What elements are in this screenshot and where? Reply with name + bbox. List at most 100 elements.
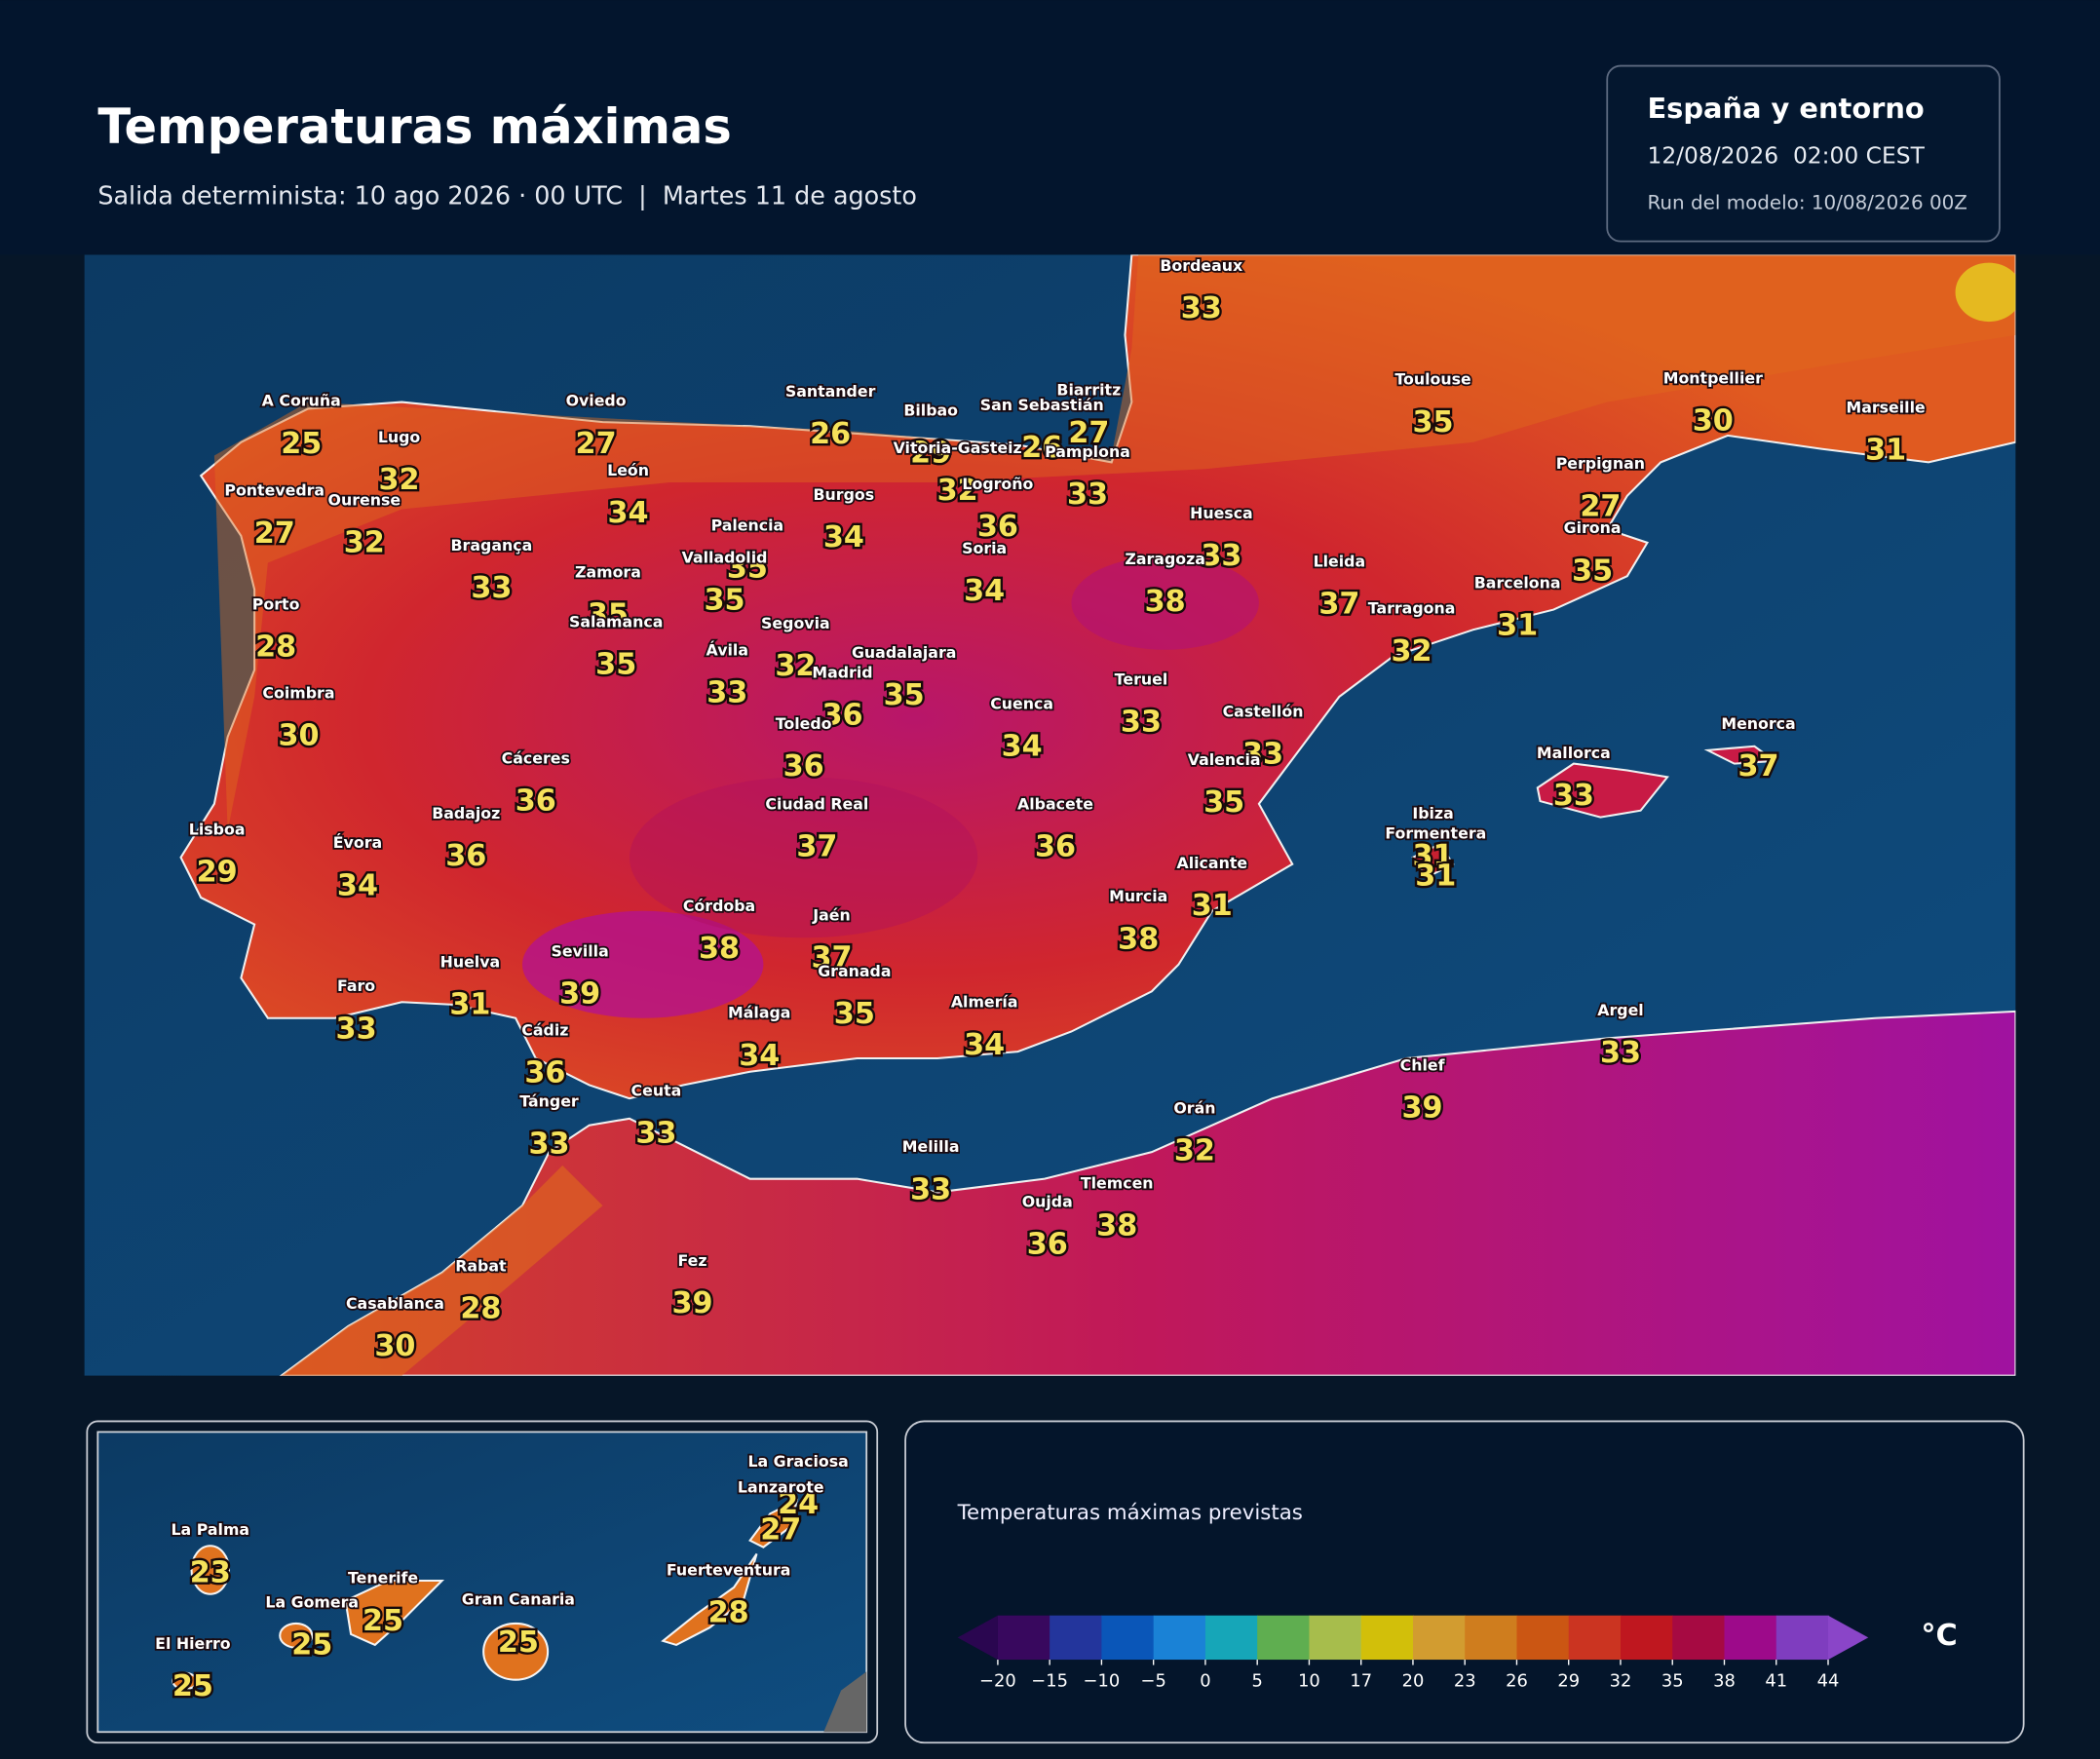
city-temp: 29 — [910, 436, 951, 470]
city-temp: 26 — [810, 417, 851, 451]
colorbar-over — [1828, 1615, 1869, 1661]
city-temp: 32 — [775, 649, 816, 683]
city-name: Salamanca — [569, 612, 664, 631]
colorbar-bin — [1775, 1615, 1829, 1661]
city-name: Valladolid — [682, 548, 768, 566]
city-name: Coimbra — [262, 683, 334, 702]
city-name: Chlef — [1400, 1055, 1446, 1074]
city-name: Lleida — [1314, 553, 1366, 571]
city-temp: 33 — [1121, 706, 1162, 740]
city-temp: 39 — [672, 1286, 713, 1320]
city-name: Huelva — [440, 953, 501, 972]
city-name: Menorca — [1721, 714, 1795, 733]
colorbar-tick-label: 0 — [1200, 1671, 1210, 1692]
city-name: Rabat — [455, 1257, 507, 1276]
city-name: Córdoba — [683, 897, 755, 915]
title: Temperaturas máximas — [97, 98, 732, 155]
city-temp: 28 — [708, 1596, 749, 1630]
city-temp: 32 — [1392, 634, 1432, 669]
city-temp: 35 — [834, 997, 875, 1031]
city-name: Fez — [678, 1251, 707, 1270]
city-name: Ourense — [328, 490, 401, 509]
city-temp: 35 — [1203, 785, 1244, 820]
island — [172, 1671, 199, 1691]
city-temp: 37 — [796, 829, 837, 863]
city-name: Murcia — [1109, 887, 1167, 905]
city-temp: 39 — [1402, 1090, 1443, 1125]
city-temp: 33 — [635, 1117, 676, 1151]
city-temp: 33 — [1600, 1036, 1641, 1070]
island — [344, 1579, 445, 1647]
city-temp: 33 — [1242, 738, 1283, 772]
city-name: Cádiz — [521, 1021, 568, 1040]
city-name: La Gomera — [265, 1592, 359, 1611]
city-name: Bragança — [451, 536, 533, 554]
city-name: Montpellier — [1663, 368, 1763, 387]
city-temp: 34 — [964, 574, 1005, 608]
colorbar-bin — [1050, 1615, 1103, 1661]
city-temp: 33 — [528, 1128, 569, 1162]
colorbar-bin — [1360, 1615, 1414, 1661]
city-temp: 32 — [1174, 1133, 1215, 1167]
city-name: Pamplona — [1045, 442, 1130, 461]
city-temp: 36 — [1027, 1228, 1068, 1262]
colorbar-tick-label: 17 — [1350, 1671, 1372, 1692]
legend-panel — [904, 1420, 2025, 1744]
colorbar-bin — [1672, 1615, 1726, 1661]
city-name: Barcelona — [1474, 574, 1561, 593]
city-name: Orán — [1173, 1098, 1215, 1117]
city-temp: 31 — [1192, 889, 1233, 923]
city-name: Palencia — [711, 516, 784, 534]
city-name: Santander — [785, 382, 876, 401]
city-name: Valencia — [1188, 750, 1261, 769]
colorbar-bin — [1101, 1615, 1155, 1661]
city-temp: 28 — [460, 1292, 501, 1326]
city-name: Mallorca — [1537, 744, 1611, 762]
city-temp: 35 — [884, 678, 925, 712]
city-temp: 36 — [821, 699, 862, 733]
city-temp: 35 — [727, 552, 768, 586]
city-name: Lisboa — [189, 820, 246, 838]
city-name: Tlemcen — [1081, 1173, 1154, 1192]
city-temp: 33 — [1067, 478, 1108, 512]
city-name: Toledo — [776, 714, 832, 733]
colorbar-tick-label: 35 — [1661, 1671, 1684, 1692]
labels: Bordeaux 33 A Coruña 25 Lugo 32 Oviedo 27 Santan… — [153, 254, 1927, 1705]
city-temp: 25 — [498, 1625, 539, 1660]
city-name: Málaga — [728, 1004, 790, 1022]
city-temp: 31 — [1413, 839, 1454, 873]
city-name: Bilbao — [903, 401, 958, 419]
city-name: Huesca — [1190, 504, 1253, 522]
city-temp: 33 — [910, 1172, 951, 1206]
city-name: León — [607, 461, 649, 479]
city-temp: 35 — [1572, 554, 1613, 588]
city-name: Granada — [818, 962, 891, 980]
colorbar-bin — [1257, 1615, 1311, 1661]
colorbar-bin — [1153, 1615, 1206, 1661]
city-temp: 34 — [964, 1028, 1005, 1062]
city-temp: 38 — [1096, 1208, 1137, 1243]
colorbar-bin — [997, 1615, 1050, 1661]
land-mallorca — [1536, 762, 1669, 819]
city-temp: 30 — [374, 1329, 415, 1363]
colorbar-bin — [1204, 1615, 1258, 1661]
city-name: Alicante — [1177, 854, 1248, 872]
city-temp: 25 — [281, 427, 322, 461]
city-name: Toulouse — [1394, 370, 1470, 389]
city-temp: 27 — [760, 1512, 801, 1547]
island — [190, 1545, 231, 1595]
colorbar-tick-label: 5 — [1251, 1671, 1262, 1692]
city-name: Guadalajara — [852, 643, 956, 662]
city-name: Formentera — [1385, 824, 1486, 843]
city-name: Teruel — [1115, 670, 1168, 689]
city-temp: 32 — [379, 463, 420, 497]
city-temp: 38 — [1118, 922, 1159, 956]
city-name: Badajoz — [432, 804, 500, 822]
city-temp: 31 — [1497, 609, 1538, 643]
colorbar-tick-label: 23 — [1454, 1671, 1476, 1692]
city-name: Ciudad Real — [765, 794, 868, 813]
colorbar-tick-label: 41 — [1765, 1671, 1787, 1692]
city-name: Zaragoza — [1125, 550, 1205, 568]
